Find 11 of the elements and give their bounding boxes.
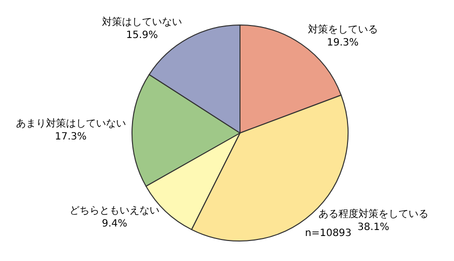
data-label: 17.3% [54,131,87,142]
slice-label: ある程度対策をしている [318,208,428,220]
data-label: 15.9% [126,30,158,42]
data-label: 19.3% [326,37,359,48]
data-label: 9.4% [102,218,128,230]
data-label: 38.1% [358,222,390,233]
slice-label: どちらともいえない [70,206,160,217]
slice-label: あまり対策はしていない [16,117,126,130]
slice-label: 対策はしていない [102,16,182,28]
slice-label: 対策をしている [308,23,378,36]
text: n=10893 [305,228,352,239]
